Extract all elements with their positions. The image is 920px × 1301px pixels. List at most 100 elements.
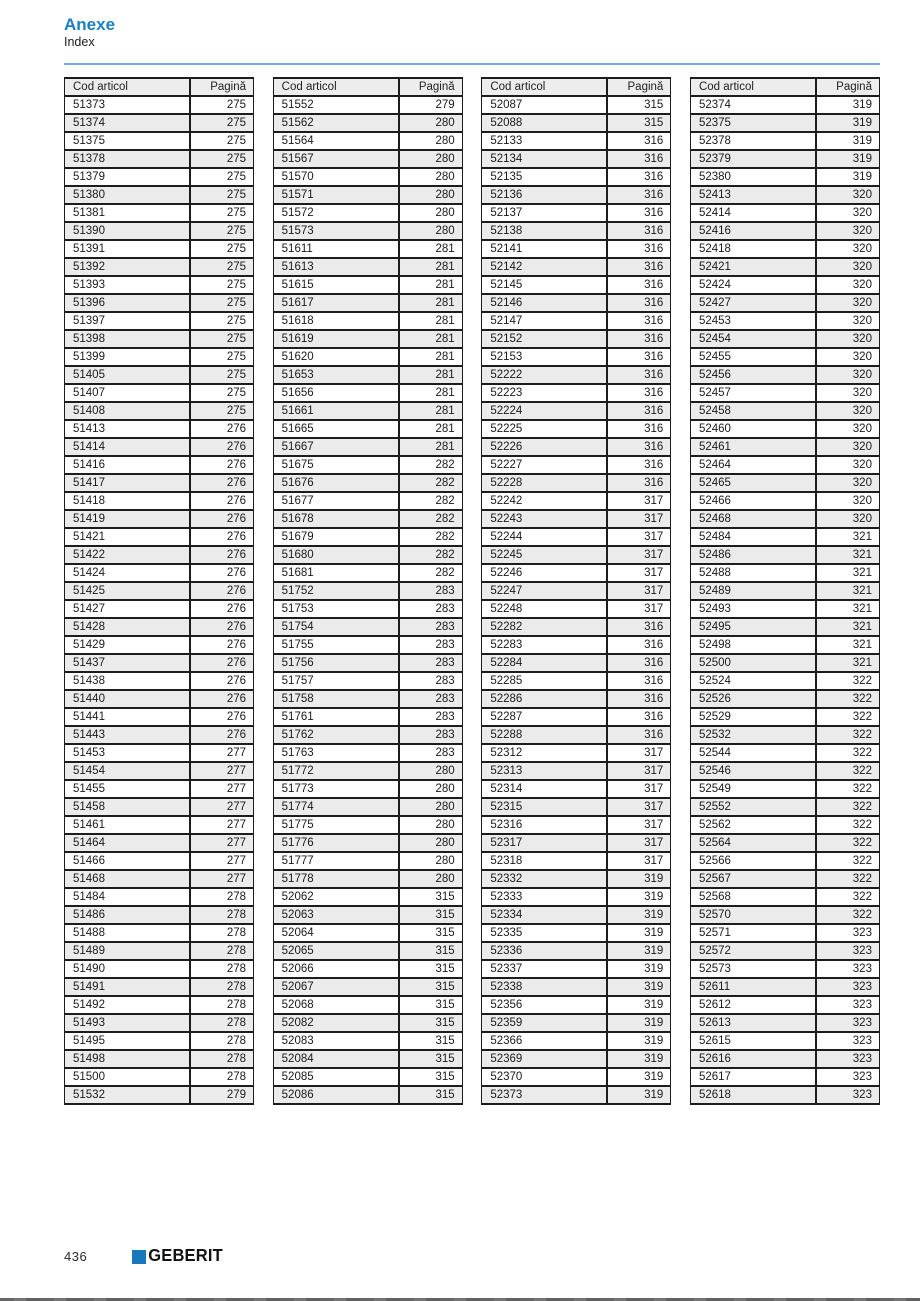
page-number-cell: 320 [852, 207, 872, 220]
article-code-cell: 51756 [274, 655, 400, 672]
page-number-cell: 282 [435, 459, 455, 472]
page-number-cell: 316 [644, 207, 664, 220]
table-row: 52359 319 [482, 1015, 671, 1034]
page-number-cell: 321 [852, 531, 872, 544]
page-number-cell: 282 [435, 549, 455, 562]
article-code-cell: 51619 [274, 331, 400, 348]
article-code-cell: 51418 [65, 493, 191, 510]
table-row: 51488 278 [65, 925, 253, 944]
page-number-cell: 283 [435, 675, 455, 688]
article-code-cell: 52616 [691, 1051, 817, 1068]
table-row: 51653 281 [273, 367, 462, 386]
table-row: 52529 322 [690, 709, 879, 728]
table-row: 52226 316 [482, 439, 671, 458]
article-code-cell: 52564 [691, 835, 817, 852]
page-number-cell: 315 [644, 99, 664, 112]
article-code-cell: 51675 [274, 457, 400, 474]
page-number-cell: 315 [435, 909, 455, 922]
page-number-cell: 280 [435, 225, 455, 238]
table-row: 52488 321 [690, 565, 879, 584]
article-code-cell: 52141 [482, 241, 609, 258]
page-number-cell: 278 [226, 1053, 246, 1066]
page-number-cell: 275 [226, 387, 246, 400]
page-number-cell: 276 [226, 711, 246, 724]
article-code-cell: 51464 [65, 835, 191, 852]
article-code-cell: 51613 [274, 259, 400, 276]
table-row: 52288 316 [482, 727, 671, 746]
article-code-cell: 51489 [65, 943, 191, 960]
page-number-cell: 276 [226, 513, 246, 526]
page-number-cell: 281 [435, 279, 455, 292]
page-number-cell: 275 [226, 99, 246, 112]
table-row: 52456 320 [690, 367, 879, 386]
table-row: 51656 281 [273, 385, 462, 404]
table-row: 51429 276 [65, 637, 253, 656]
table-row: 51775 280 [273, 817, 462, 836]
page-number-cell: 319 [644, 1017, 664, 1030]
table-row: 52068 315 [273, 997, 462, 1016]
article-code-cell: 52461 [691, 439, 817, 456]
table-row: 52356 319 [482, 997, 671, 1016]
article-code-cell: 52283 [482, 637, 609, 654]
table-row: 51752 283 [273, 583, 462, 602]
page-number-cell: 278 [226, 945, 246, 958]
page-number-cell: 316 [644, 225, 664, 238]
article-code-cell: 51440 [65, 691, 191, 708]
table-row: 52460 320 [690, 421, 879, 440]
article-code-cell: 52498 [691, 637, 817, 654]
page-number-cell: 319 [644, 999, 664, 1012]
table-row: 52421 320 [690, 259, 879, 278]
page-number-cell: 316 [644, 675, 664, 688]
page-number-cell: 278 [226, 981, 246, 994]
article-code-cell: 52153 [482, 349, 609, 366]
table-row: 52243 317 [482, 511, 671, 530]
article-code-cell: 52222 [482, 367, 609, 384]
table-row: 52568 322 [690, 889, 879, 908]
page-number-cell: 316 [644, 279, 664, 292]
page-number-cell: 276 [226, 603, 246, 616]
table-row: 52414 320 [690, 205, 879, 224]
page-number-cell: 322 [852, 819, 872, 832]
page-header: Anexe Index [64, 0, 880, 66]
article-code-cell: 52380 [691, 169, 817, 186]
table-row: 52498 321 [690, 637, 879, 656]
article-code-cell: 52493 [691, 601, 817, 618]
page-number-cell: 282 [435, 513, 455, 526]
article-code-cell: 51379 [65, 169, 191, 186]
page-number-cell: 278 [226, 999, 246, 1012]
page-number-cell: 278 [226, 1017, 246, 1030]
table-row: 52282 316 [482, 619, 671, 638]
article-code-cell: 51754 [274, 619, 400, 636]
page-number-cell: 317 [644, 837, 664, 850]
article-code-cell: 52359 [482, 1015, 609, 1032]
table-row: 52082 315 [273, 1015, 462, 1034]
article-code-cell: 52314 [482, 781, 609, 798]
page-footer: 436 GEBERIT [64, 1247, 223, 1266]
column-header-page: Pagină [210, 81, 246, 94]
page-number-cell: 275 [226, 153, 246, 166]
table-row: 52375 319 [690, 115, 879, 134]
article-code-cell: 52135 [482, 169, 609, 186]
table-row: 51763 283 [273, 745, 462, 764]
article-code-cell: 51416 [65, 457, 191, 474]
article-code-cell: 51398 [65, 331, 191, 348]
table-row: 52134 316 [482, 151, 671, 170]
page-number-cell: 276 [226, 693, 246, 706]
article-code-cell: 52572 [691, 943, 817, 960]
table-row: 52572 323 [690, 943, 879, 962]
article-code-cell: 51461 [65, 817, 191, 834]
table-row: 51570 280 [273, 169, 462, 188]
table-row: 51438 276 [65, 673, 253, 692]
page-number-cell: 275 [226, 297, 246, 310]
page-number-cell: 280 [435, 873, 455, 886]
page-number-cell: 276 [226, 675, 246, 688]
table-header-row: Cod articol Pagină [482, 79, 671, 98]
page-number-cell: 280 [435, 801, 455, 814]
article-code-cell: 52424 [691, 277, 817, 294]
table-row: 52244 317 [482, 529, 671, 548]
article-code-cell: 52316 [482, 817, 609, 834]
table-row: 51679 282 [273, 529, 462, 548]
article-code-cell: 51490 [65, 961, 191, 978]
table-row: 51620 281 [273, 349, 462, 368]
table-row: 51757 283 [273, 673, 462, 692]
